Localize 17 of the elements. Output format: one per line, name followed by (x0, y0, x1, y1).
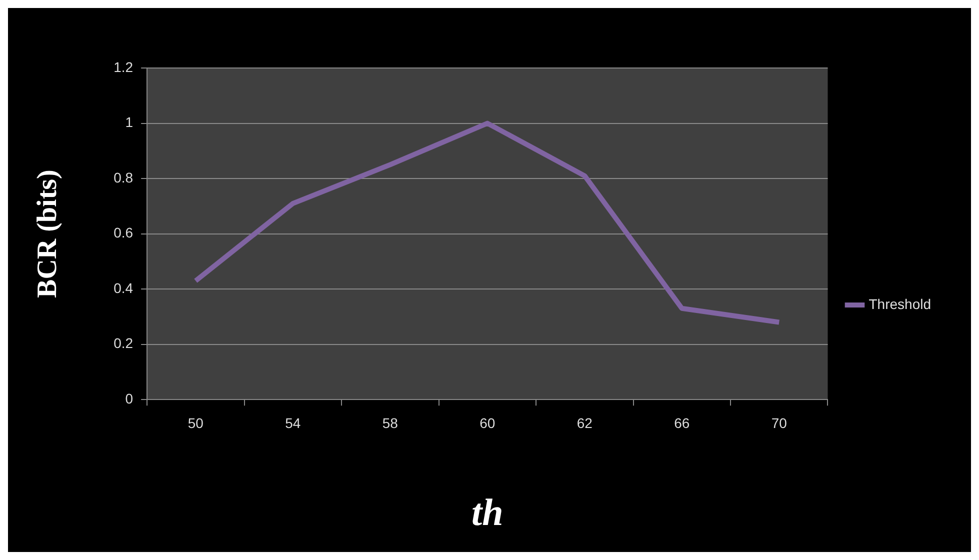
legend-label: Threshold (868, 296, 932, 312)
y-tick-label: 0.4 (114, 280, 134, 296)
x-tick-label: 60 (480, 414, 496, 431)
y-tick-label: 0.2 (114, 335, 134, 352)
x-tick-label: 70 (771, 414, 788, 431)
y-tick-label: 0.8 (114, 169, 134, 186)
x-tick-label: 58 (382, 414, 398, 431)
y-tick-label: 1 (125, 114, 134, 130)
y-tick-label: 1.2 (114, 58, 134, 75)
x-tick-label: 62 (576, 414, 593, 431)
y-tick-label: 0 (125, 390, 134, 406)
x-axis-title: th (472, 492, 504, 534)
x-tick-label: 50 (188, 414, 204, 431)
y-axis-title: BCR (bits) (32, 170, 64, 298)
y-tick-label: 0.6 (114, 224, 134, 241)
x-tick-label: 66 (674, 414, 690, 431)
x-tick-label: 54 (285, 414, 301, 431)
